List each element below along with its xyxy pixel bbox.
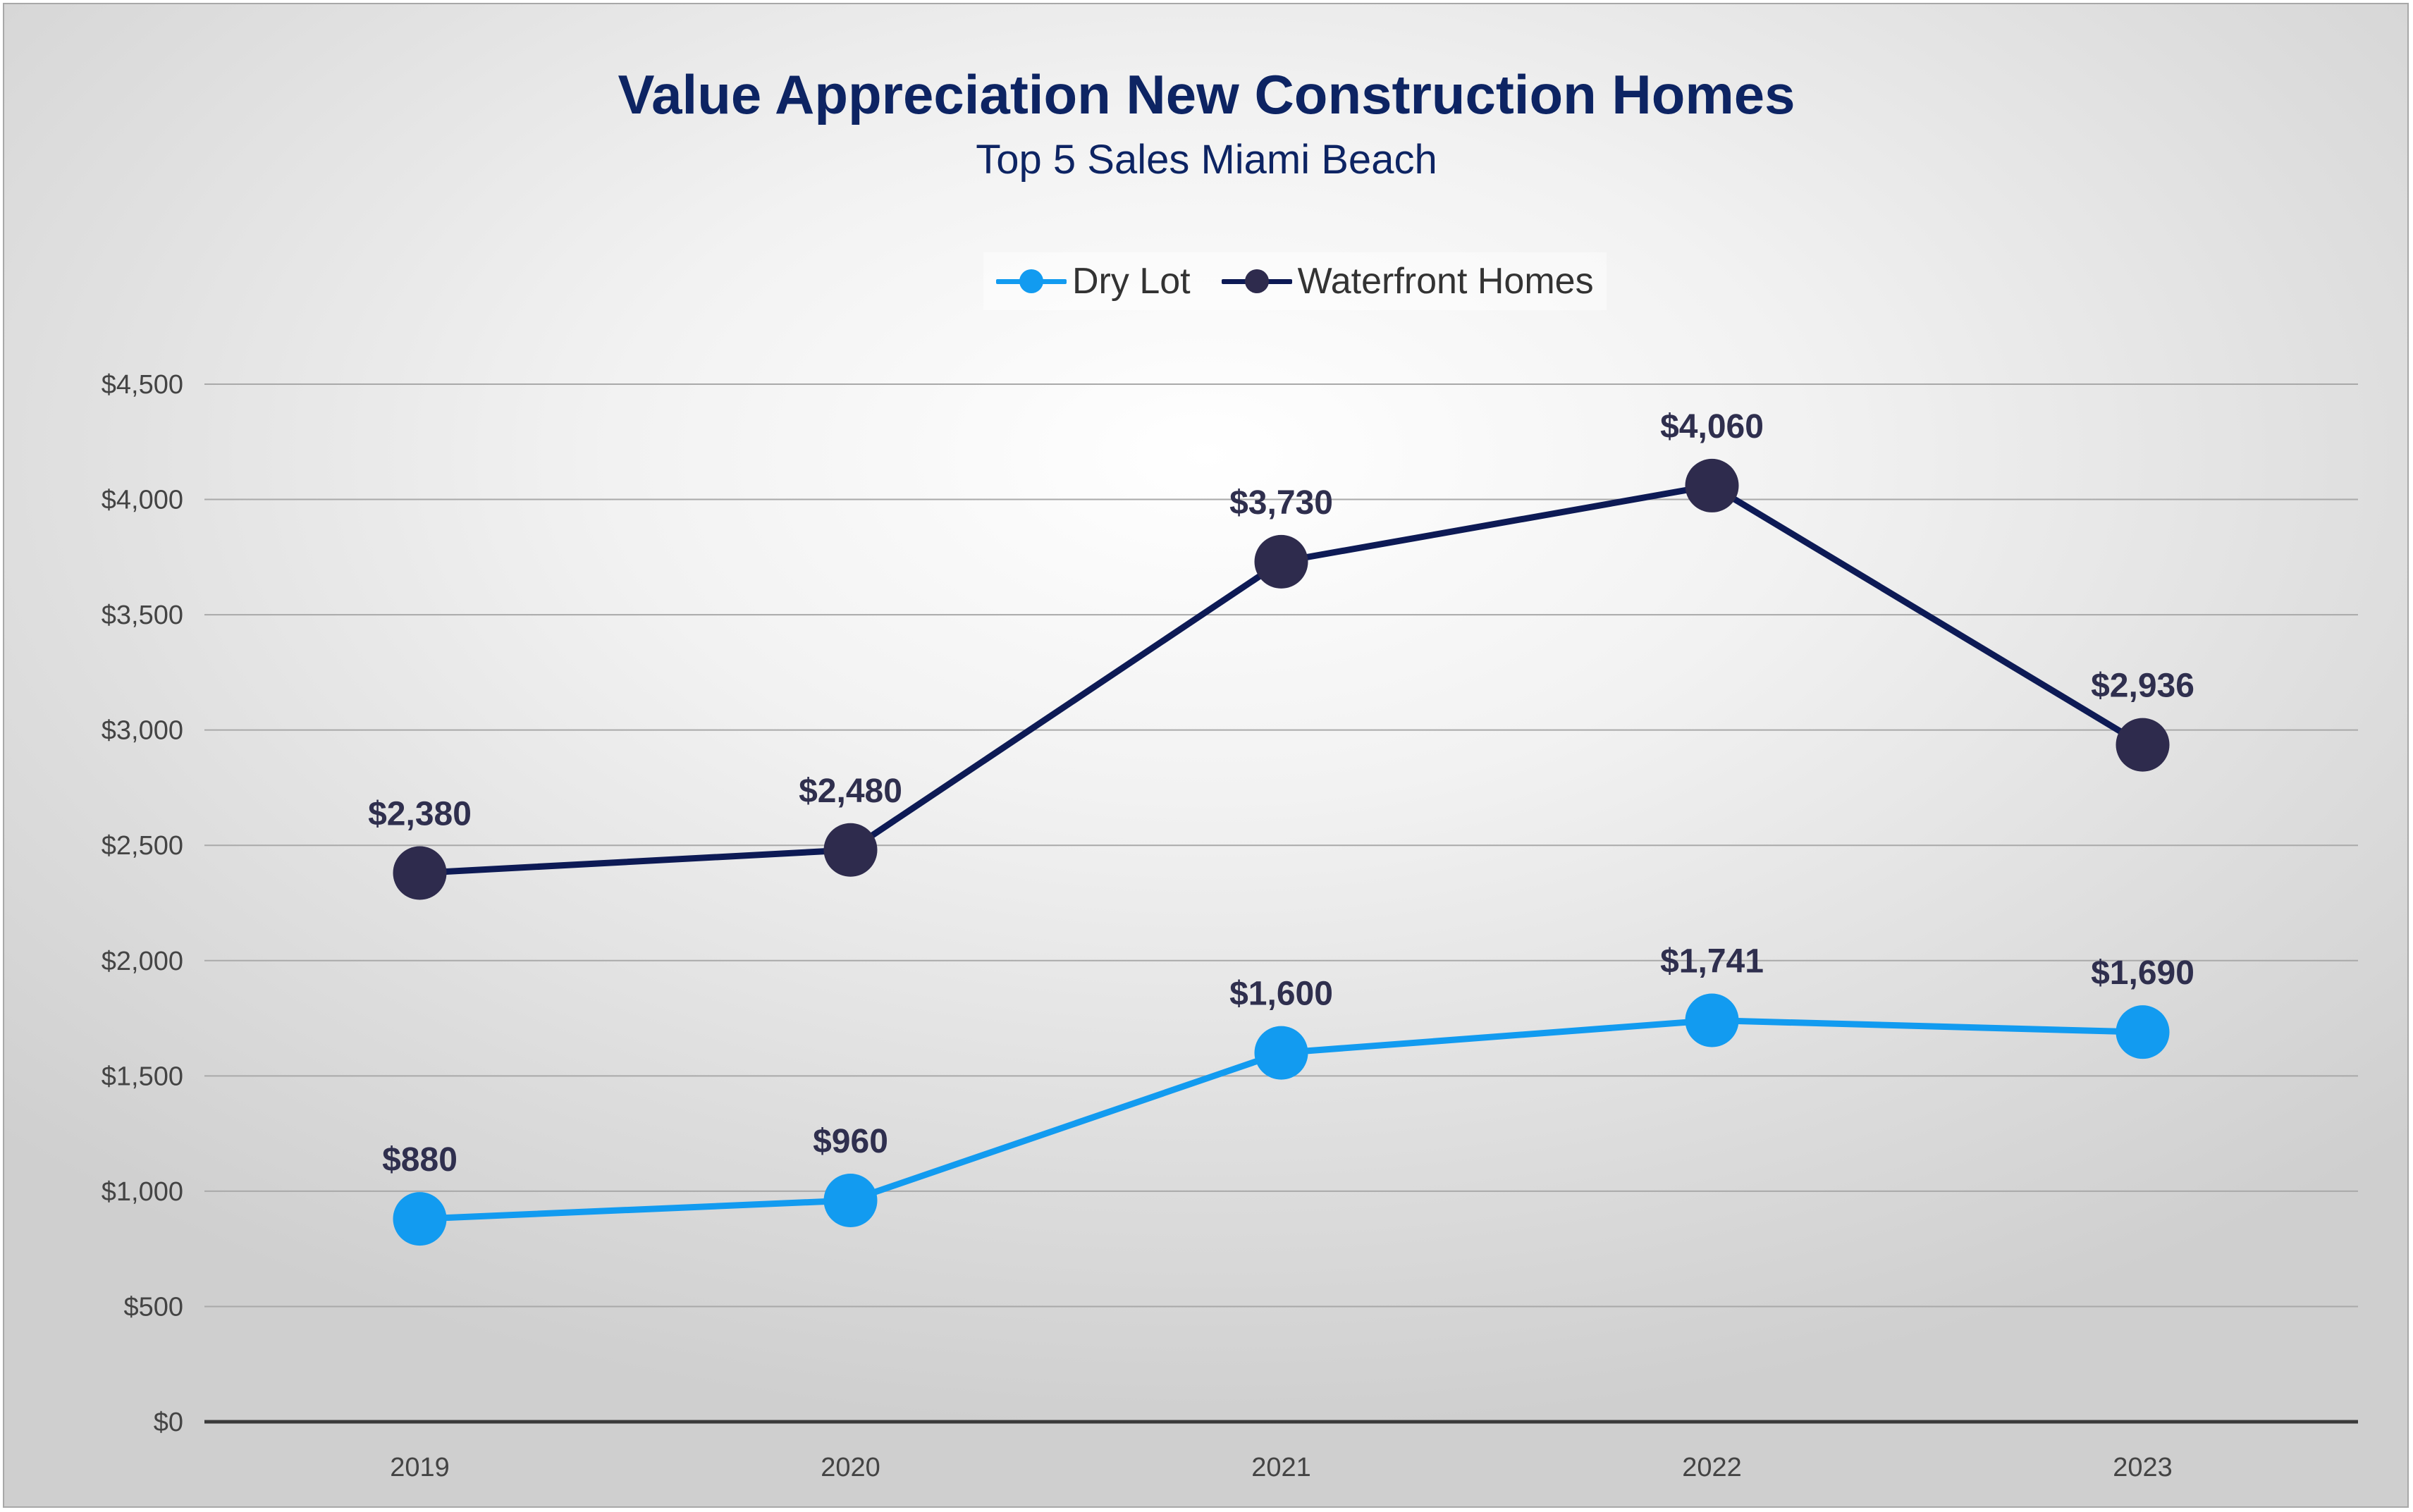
x-tick-label: 2023 bbox=[2113, 1453, 2173, 1482]
data-label-dry-lot: $1,741 bbox=[1660, 942, 1764, 980]
data-label-waterfront-homes: $4,060 bbox=[1660, 408, 1764, 445]
data-point-dry-lot bbox=[823, 1173, 878, 1227]
y-tick-label: $3,000 bbox=[102, 716, 183, 746]
x-tick-label: 2021 bbox=[1251, 1453, 1311, 1482]
legend: Dry Lot Waterfront Homes bbox=[983, 252, 1607, 310]
legend-swatch-dry-lot bbox=[996, 267, 1067, 295]
y-tick-label: $1,000 bbox=[102, 1177, 183, 1207]
chart-title: Value Appreciation New Construction Home… bbox=[618, 63, 1795, 125]
x-tick-label: 2019 bbox=[390, 1453, 450, 1482]
data-point-waterfront-homes bbox=[2116, 718, 2170, 772]
data-label-waterfront-homes: $2,380 bbox=[368, 795, 472, 832]
data-label-dry-lot: $880 bbox=[382, 1141, 458, 1179]
y-tick-label: $3,500 bbox=[102, 601, 183, 630]
data-label-waterfront-homes: $3,730 bbox=[1229, 484, 1333, 522]
legend-item-dry-lot: Dry Lot bbox=[996, 260, 1191, 302]
data-point-waterfront-homes bbox=[823, 823, 878, 877]
legend-label-waterfront-homes: Waterfront Homes bbox=[1297, 261, 1594, 302]
x-tick-label: 2022 bbox=[1682, 1453, 1742, 1482]
legend-label-dry-lot: Dry Lot bbox=[1072, 261, 1191, 302]
data-point-waterfront-homes bbox=[1685, 458, 1739, 512]
data-label-waterfront-homes: $2,480 bbox=[799, 773, 902, 810]
data-label-dry-lot: $960 bbox=[813, 1123, 888, 1160]
data-label-dry-lot: $1,600 bbox=[1229, 976, 1333, 1013]
y-tick-label: $4,500 bbox=[102, 370, 183, 400]
x-tick-label: 2020 bbox=[821, 1453, 880, 1482]
y-tick-label: $2,000 bbox=[102, 947, 183, 976]
data-point-dry-lot bbox=[393, 1192, 447, 1246]
data-point-waterfront-homes bbox=[1254, 534, 1308, 589]
data-label-dry-lot: $1,690 bbox=[2091, 954, 2194, 992]
data-point-dry-lot bbox=[1254, 1026, 1308, 1080]
y-tick-label: $1,500 bbox=[102, 1062, 183, 1091]
legend-marker-dry-lot bbox=[1019, 269, 1043, 293]
y-tick-label: $2,500 bbox=[102, 831, 183, 861]
data-point-waterfront-homes bbox=[393, 846, 447, 900]
data-label-waterfront-homes: $2,936 bbox=[2091, 668, 2194, 705]
y-tick-label: $500 bbox=[123, 1292, 183, 1322]
data-point-dry-lot bbox=[1685, 993, 1739, 1047]
chart-frame bbox=[3, 3, 2409, 1508]
chart-subtitle: Top 5 Sales Miami Beach bbox=[976, 137, 1437, 183]
y-tick-label: $4,000 bbox=[102, 486, 183, 515]
legend-swatch-waterfront-homes bbox=[1221, 267, 1292, 295]
data-point-dry-lot bbox=[2116, 1005, 2170, 1059]
legend-marker-waterfront-homes bbox=[1244, 269, 1269, 293]
legend-item-waterfront-homes: Waterfront Homes bbox=[1221, 260, 1594, 302]
y-tick-label: $0 bbox=[154, 1408, 183, 1437]
